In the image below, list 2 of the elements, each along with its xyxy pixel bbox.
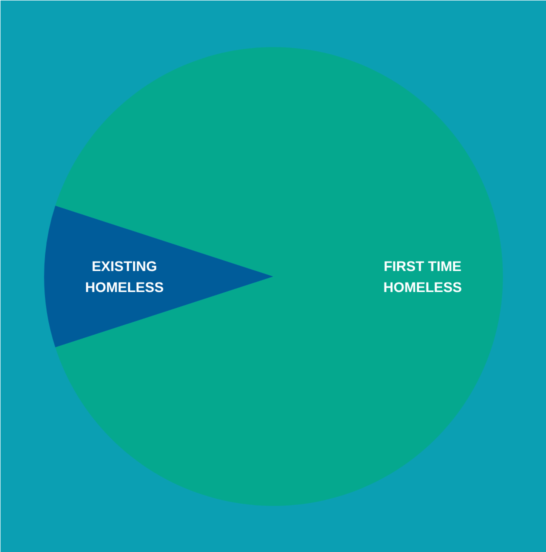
slice-label: FIRST TIME HOMELESS — [383, 258, 462, 295]
slice-label: EXISTING HOMELESS — [85, 258, 164, 295]
